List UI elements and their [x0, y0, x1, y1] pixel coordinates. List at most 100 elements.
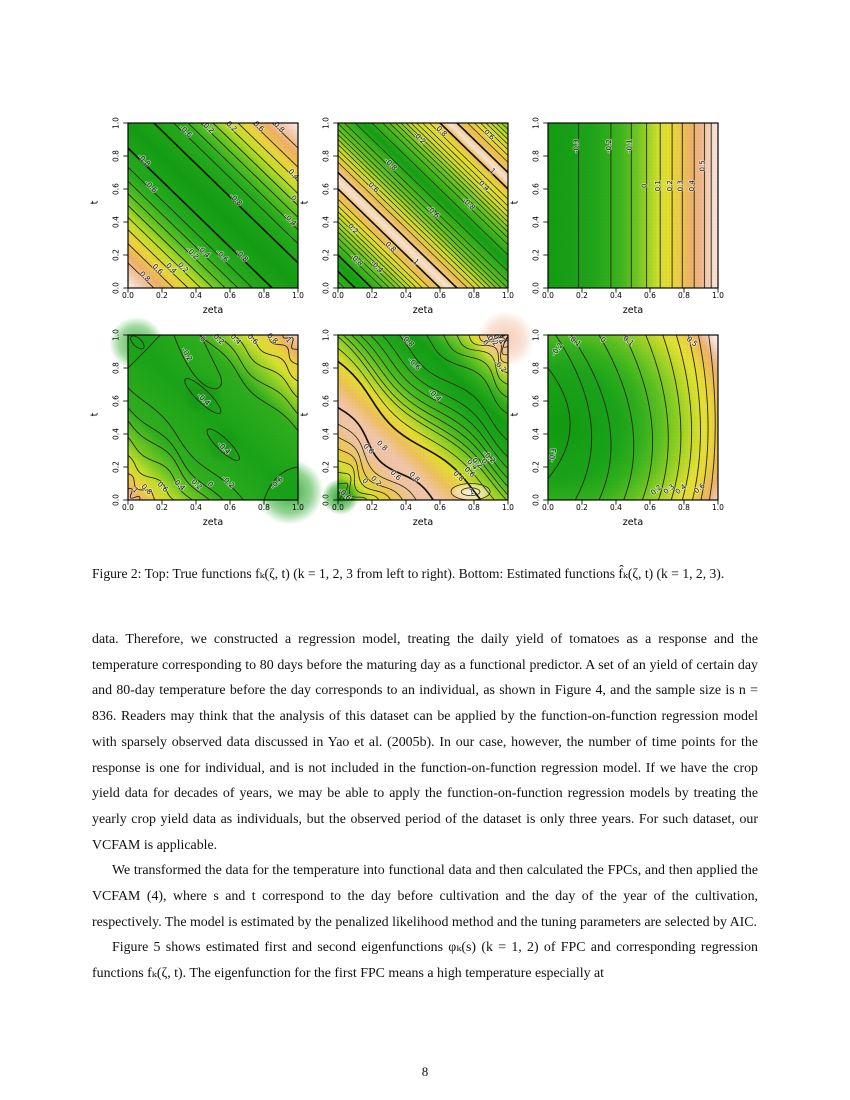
x-tick-label: 0.0: [332, 503, 344, 512]
y-tick-label: 0.2: [111, 249, 121, 261]
x-tick-label: 0.4: [190, 291, 202, 300]
svg-text:0.2: 0.2: [665, 180, 674, 191]
figure-2-contour-grid: t 0.0 0.2 0.4 0.6 0.8 1.0 -0.8 -0.6 0.8 0.6 0.4 0.2-…: [89, 117, 757, 553]
x-tick-label: 1.0: [502, 291, 514, 300]
y-tick-label: 0.8: [321, 150, 331, 162]
x-tick-label: 0.2: [576, 291, 588, 300]
x-tick-label: 0.0: [122, 503, 134, 512]
x-tick-label: 1.0: [712, 503, 724, 512]
x-tick-label: 0.6: [224, 503, 236, 512]
svg-text:0: 0: [479, 456, 489, 466]
y-tick-label: 0.2: [531, 249, 541, 261]
contour-panel-bottom-right: t 0.0 0.2 0.4 0.6 0.8 1.0 -0.3 -0.2 -0.1 0 0.1 0.5 0.…: [509, 329, 724, 542]
x-tick-label: 0.8: [678, 503, 690, 512]
paragraph-2: We transformed the data for the temperat…: [92, 863, 758, 930]
x-axis-ticks: 0.0 0.2 0.4 0.6 0.8 1.0: [332, 290, 514, 302]
x-tick-label: 1.0: [292, 503, 304, 512]
paragraph-1: data. Therefore, we constructed a regres…: [92, 632, 758, 853]
x-tick-label: 0.4: [190, 503, 202, 512]
y-tick-label: 1.0: [321, 117, 331, 129]
x-tick-label: 0.8: [678, 291, 690, 300]
contour-panel-top-left: t 0.0 0.2 0.4 0.6 0.8 1.0 -0.8 -0.6 0.8 0.6 0.4 0.2-…: [89, 117, 304, 330]
y-tick-label: 0.0: [111, 494, 121, 506]
y-axis-label: t: [509, 200, 521, 205]
contour-panel-top-center: t 0.0 0.2 0.4 0.6 0.8 1.0 -0.8 -0.4 0.2 0.8 1 0.6 -0.…: [299, 117, 514, 330]
contour-plot-svg: 10.8 0.6 0.4 0.2 0 -0.20 0.2 0.4 0.6 0.8 1-0.2-0.4…: [109, 316, 324, 525]
y-tick-label: 1.0: [531, 117, 541, 129]
y-tick-label: 1.0: [321, 329, 331, 341]
contour-plot-svg: -0.3-0.2-0.1 0 0.1 0.50.20.30.4 0.6: [543, 332, 719, 505]
plot-area: -0.8 -0.6 0.8 0.6 0.4 0.2 -0.2 -0.4 -0.6 -0.8 -0.8…: [123, 118, 302, 293]
x-axis-ticks: 0.0 0.2 0.4 0.6 0.8 1.0: [542, 290, 724, 302]
y-axis-ticks: 0.00.20.40.60.81.0: [320, 329, 332, 506]
x-tick-label: 0.6: [224, 291, 236, 300]
y-tick-label: 0.0: [321, 282, 331, 294]
y-axis-label: t: [299, 200, 311, 205]
contour-panel-bottom-left: t0.00.20.40.60.81.010.80.60.40.20-0.200.…: [89, 316, 324, 542]
x-tick-label: 0.0: [122, 291, 134, 300]
svg-text:0.1: 0.1: [653, 180, 662, 191]
y-tick-label: 0.4: [321, 216, 331, 228]
y-tick-label: 0.6: [321, 395, 331, 407]
x-tick-label: 1.0: [712, 291, 724, 300]
y-tick-label: 0.0: [111, 282, 121, 294]
y-axis-label: t: [89, 200, 101, 205]
x-axis-ticks: 0.0 0.2 0.4 0.6 0.8 1.0: [122, 290, 304, 302]
x-tick-label: 0.4: [610, 503, 622, 512]
tick-marks: [123, 122, 299, 293]
x-tick-label: 1.0: [292, 291, 304, 300]
y-tick-label: 0.6: [531, 395, 541, 407]
y-axis-ticks: 0.0 0.2 0.4 0.6 0.8 1.0: [320, 117, 332, 294]
paragraph-3: Figure 5 shows estimated first and secon…: [92, 940, 758, 982]
contour-plot-svg: -0.8-0.60.80.60.40.2-0.2-0.4 -0.6 -0.8-0.8…: [123, 118, 302, 293]
y-tick-label: 0.8: [531, 362, 541, 374]
svg-text:-0.3: -0.3: [571, 139, 580, 153]
svg-text:0: 0: [639, 183, 648, 188]
x-tick-label: 0.8: [468, 291, 480, 300]
plot-area: -0.3 -0.2 -0.1 0 0.1 0.2 0.3 0.4 0.5: [543, 122, 719, 293]
y-tick-label: 0.6: [531, 183, 541, 195]
x-axis-label: zeta: [202, 305, 224, 316]
plot-area: 1 0.8 0.6 0.4 0.2 0 -0.2 0 0.2 0.4 0.6 0.8 1 -0.2 -0.4…: [109, 316, 324, 525]
contour-plot-svg: -0.3 -0.2 -0.1 0 0.1 0.2 0.3 0.40.5: [543, 122, 719, 293]
x-axis-ticks: 0.0 0.2 0.4 0.6 0.8 1.0: [542, 502, 724, 514]
x-tick-label: 0.0: [542, 291, 554, 300]
x-tick-label: 1.0: [502, 503, 514, 512]
body-text: data. Therefore, we constructed a regres…: [92, 627, 758, 987]
svg-text:0: 0: [289, 193, 299, 203]
y-tick-label: 1.0: [111, 117, 121, 129]
svg-text:0: 0: [598, 335, 608, 345]
y-tick-label: 0.2: [321, 249, 331, 261]
x-tick-label: 0.2: [576, 503, 588, 512]
y-tick-label: 1.0: [531, 329, 541, 341]
svg-text:0: 0: [481, 338, 491, 348]
y-tick-label: 0.8: [321, 362, 331, 374]
x-tick-label: 0.6: [644, 291, 656, 300]
plot-area: -0.6 0 0.2 0.6 0.8 0.6 0.8 0.8 0.6 0.4 0.2 0 -0.2 -0.…: [321, 311, 535, 515]
x-tick-label: 0.2: [156, 503, 168, 512]
y-tick-label: 0.2: [111, 461, 121, 473]
svg-text:0.4: 0.4: [687, 180, 696, 192]
tick-marks: [123, 334, 299, 505]
svg-text:-0.2: -0.2: [604, 139, 613, 153]
x-tick-label: 0.2: [366, 503, 378, 512]
y-tick-label: 0.4: [111, 216, 121, 228]
svg-text:1: 1: [468, 487, 475, 497]
contour-plot-svg: -0.600.20.60.80.6 0.8 0.80.60.40.20-0.2-0.…: [321, 311, 535, 515]
svg-text:0: 0: [198, 334, 208, 344]
y-tick-label: 0.4: [531, 216, 541, 228]
x-tick-label: 0.8: [258, 503, 270, 512]
y-axis-label: t: [89, 412, 101, 417]
contour-panel-top-right: t 0.0 0.2 0.4 0.6 0.8 1.0 -0.3 -0.2 -0.1 0 0.1 0.2 0.…: [509, 117, 724, 330]
x-tick-label: 0.8: [468, 503, 480, 512]
svg-text:1: 1: [284, 335, 294, 344]
tick-marks: [333, 122, 509, 293]
x-axis-ticks: 0.0 0.2 0.4 0.6 0.8 1.0: [122, 502, 304, 514]
contour-plot-svg: -0.8 -0.40.20.810.6-0.6-0.8-0.8-0.20.40.8…: [333, 122, 509, 293]
x-tick-label: 0.4: [610, 291, 622, 300]
x-tick-label: 0.2: [156, 291, 168, 300]
plot-area: -0.8 -0.4 0.2 0.8 1 0.6 -0.6 -0.8 -0.8 -0.2 0.4 0.8…: [333, 122, 509, 293]
y-axis-label: t: [299, 412, 311, 417]
x-tick-label: 0.0: [542, 503, 554, 512]
y-tick-label: 0.6: [321, 183, 331, 195]
